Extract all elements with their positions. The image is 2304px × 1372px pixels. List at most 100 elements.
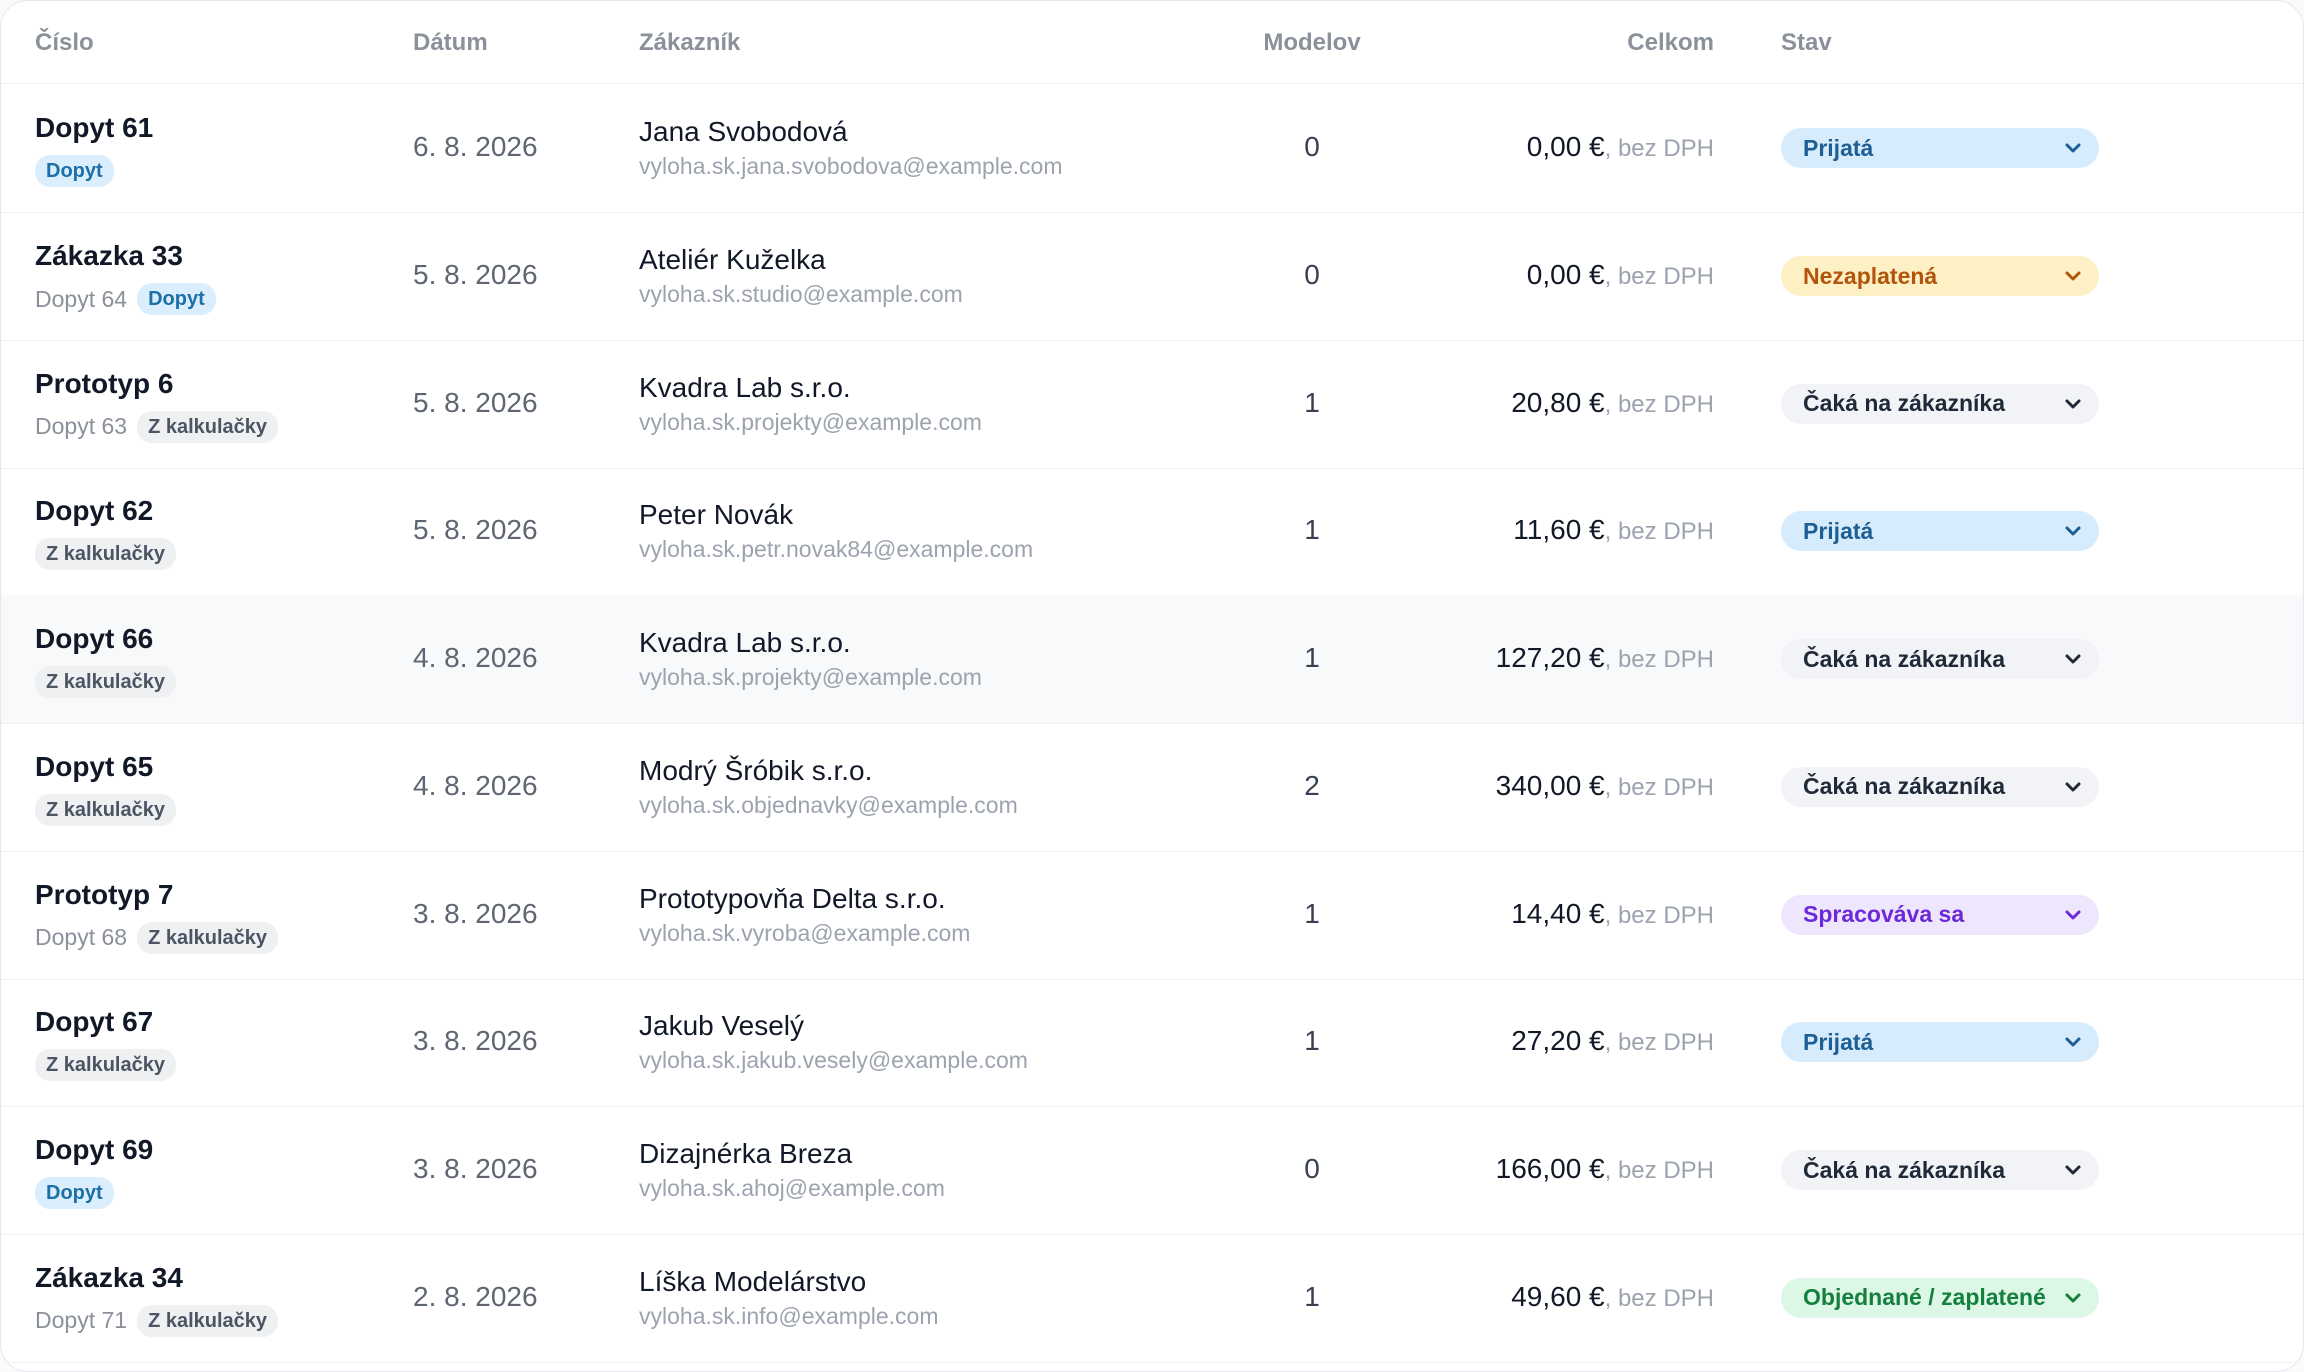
status-select[interactable]: Prijatá bbox=[1781, 511, 2099, 552]
customer-name: Peter Novák bbox=[639, 499, 794, 531]
total-amount: 0,00 € bbox=[1526, 259, 1605, 290]
table-header: Číslo Dátum Zákazník Modelov Celkom Stav bbox=[1, 1, 2303, 84]
chevron-down-icon bbox=[2063, 266, 2083, 286]
status-select[interactable]: Spracováva sa bbox=[1781, 894, 2099, 935]
order-meta: Dopyt bbox=[35, 154, 114, 188]
table-row[interactable]: Dopyt 67 Z kalkulačky 3. 8. 2026 Jakub V… bbox=[1, 978, 2303, 1108]
status-select[interactable]: Prijatá bbox=[1781, 1022, 2099, 1063]
order-date: 4. 8. 2026 bbox=[413, 642, 538, 674]
vat-note: , bez DPH bbox=[1604, 646, 1714, 674]
models-count: 1 bbox=[1304, 1025, 1320, 1057]
chevron-down-icon bbox=[2063, 1288, 2083, 1308]
order-total: 0,00 €, bez DPH bbox=[1527, 131, 1714, 163]
table-row[interactable]: Dopyt 62 Z kalkulačky 5. 8. 2026 Peter N… bbox=[1, 467, 2303, 597]
customer-name: Kvadra Lab s.r.o. bbox=[639, 627, 851, 659]
column-header-total[interactable]: Celkom bbox=[1627, 29, 1714, 56]
table-row[interactable]: Zákazka 33 Dopyt 64 Dopyt 5. 8. 2026 Ate… bbox=[1, 212, 2303, 341]
status-select[interactable]: Prijatá bbox=[1781, 128, 2099, 169]
order-total: 49,60 €, bez DPH bbox=[1511, 1281, 1714, 1313]
column-header-date[interactable]: Dátum bbox=[413, 29, 488, 56]
models-count: 2 bbox=[1304, 769, 1320, 801]
table-row[interactable]: Dopyt 65 Z kalkulačky 4. 8. 2026 Modrý Š… bbox=[1, 723, 2303, 852]
order-date: 5. 8. 2026 bbox=[413, 386, 538, 418]
customer-email: vyloha.sk.projekty@example.com bbox=[639, 408, 982, 435]
source-inquiry-ref: Dopyt 68 bbox=[35, 924, 128, 951]
total-amount: 340,00 € bbox=[1495, 769, 1605, 801]
status-select[interactable]: Čaká na zákazníka bbox=[1781, 383, 2099, 424]
table-row[interactable]: Dopyt 66 Z kalkulačky 4. 8. 2026 Kvadra … bbox=[1, 595, 2303, 725]
models-count: 1 bbox=[1304, 1280, 1320, 1312]
status-label: Prijatá bbox=[1803, 1028, 1874, 1055]
order-meta: Dopyt 64 Dopyt bbox=[35, 282, 216, 316]
table-row[interactable]: Dopyt 61 Dopyt 6. 8. 2026 Jana Svobodová… bbox=[1, 84, 2303, 214]
order-number[interactable]: Dopyt 66 bbox=[35, 623, 154, 655]
source-badge: Z kalkulačky bbox=[137, 921, 279, 954]
order-number[interactable]: Dopyt 61 bbox=[35, 112, 154, 144]
column-header-number[interactable]: Číslo bbox=[35, 29, 94, 56]
source-badge: Dopyt bbox=[35, 1177, 114, 1210]
column-header-models[interactable]: Modelov bbox=[1263, 29, 1361, 56]
status-select[interactable]: Nezaplatená bbox=[1781, 256, 2099, 296]
order-meta: Dopyt 68 Z kalkulačky bbox=[35, 921, 279, 955]
models-count: 0 bbox=[1304, 259, 1320, 290]
vat-note: , bez DPH bbox=[1604, 263, 1714, 290]
source-badge: Z kalkulačky bbox=[35, 1049, 176, 1082]
status-label: Nezaplatená bbox=[1803, 262, 1938, 289]
order-number[interactable]: Dopyt 69 bbox=[35, 1134, 154, 1166]
customer-name: Dizajnérka Breza bbox=[639, 1138, 853, 1170]
table-row[interactable]: Dopyt 69 Dopyt 3. 8. 2026 Dizajnérka Bre… bbox=[1, 1106, 2303, 1236]
chevron-down-icon bbox=[2063, 777, 2083, 797]
order-meta: Z kalkulačky bbox=[35, 1048, 176, 1082]
chevron-down-icon bbox=[2063, 1032, 2083, 1052]
order-meta: Z kalkulačky bbox=[35, 665, 176, 699]
customer-email: vyloha.sk.info@example.com bbox=[639, 1302, 939, 1329]
order-total: 340,00 €, bez DPH bbox=[1496, 770, 1714, 802]
customer-name: Kvadra Lab s.r.o. bbox=[639, 371, 851, 403]
total-amount: 166,00 € bbox=[1495, 1153, 1605, 1185]
order-total: 14,40 €, bez DPH bbox=[1511, 898, 1714, 930]
column-header-status[interactable]: Stav bbox=[1781, 29, 1832, 56]
vat-note: , bez DPH bbox=[1604, 135, 1714, 163]
status-select[interactable]: Čaká na zákazníka bbox=[1781, 766, 2099, 807]
customer-email: vyloha.sk.jakub.vesely@example.com bbox=[639, 1047, 1028, 1074]
order-date: 5. 8. 2026 bbox=[413, 514, 538, 546]
order-number[interactable]: Dopyt 67 bbox=[35, 1006, 154, 1038]
source-badge: Z kalkulačky bbox=[137, 1304, 279, 1337]
vat-note: , bez DPH bbox=[1604, 1284, 1714, 1312]
customer-name: Prototypovňa Delta s.r.o. bbox=[639, 882, 946, 914]
table-row[interactable]: Prototyp 6 Dopyt 63 Z kalkulačky 5. 8. 2… bbox=[1, 340, 2303, 469]
customer-name: Ateliér Kuželka bbox=[639, 244, 826, 275]
total-amount: 0,00 € bbox=[1526, 131, 1605, 163]
customer-email: vyloha.sk.jana.svobodova@example.com bbox=[639, 153, 1063, 180]
customer-name: Jakub Veselý bbox=[639, 1010, 804, 1042]
source-inquiry-ref: Dopyt 64 bbox=[35, 285, 128, 312]
order-number[interactable]: Zákazka 33 bbox=[35, 240, 183, 271]
status-select[interactable]: Objednané / zaplatené bbox=[1781, 1277, 2099, 1318]
table-row[interactable]: Prototyp 7 Dopyt 68 Z kalkulačky 3. 8. 2… bbox=[1, 851, 2303, 980]
order-number[interactable]: Prototyp 7 bbox=[35, 878, 174, 910]
source-badge: Dopyt bbox=[137, 283, 216, 315]
order-number[interactable]: Dopyt 62 bbox=[35, 495, 154, 527]
source-badge: Z kalkulačky bbox=[35, 538, 176, 571]
order-total: 166,00 €, bez DPH bbox=[1496, 1153, 1714, 1185]
total-amount: 20,80 € bbox=[1511, 386, 1605, 418]
customer-email: vyloha.sk.petr.novak84@example.com bbox=[639, 536, 1034, 563]
table-row[interactable]: Zákazka 34 Dopyt 71 Z kalkulačky 2. 8. 2… bbox=[1, 1234, 2303, 1363]
vat-note: , bez DPH bbox=[1604, 1029, 1714, 1057]
chevron-down-icon bbox=[2063, 138, 2083, 158]
source-inquiry-ref: Dopyt 63 bbox=[35, 413, 128, 440]
source-badge: Z kalkulačky bbox=[35, 793, 176, 826]
order-number[interactable]: Dopyt 65 bbox=[35, 750, 154, 782]
order-date: 6. 8. 2026 bbox=[413, 131, 538, 163]
order-number[interactable]: Zákazka 34 bbox=[35, 1261, 183, 1293]
order-number[interactable]: Prototyp 6 bbox=[35, 367, 174, 399]
models-count: 0 bbox=[1304, 1153, 1320, 1185]
total-amount: 11,60 € bbox=[1513, 514, 1605, 546]
status-select[interactable]: Čaká na zákazníka bbox=[1781, 639, 2099, 680]
status-select[interactable]: Čaká na zákazníka bbox=[1781, 1150, 2099, 1191]
order-total: 27,20 €, bez DPH bbox=[1511, 1025, 1714, 1057]
status-label: Čaká na zákazníka bbox=[1803, 390, 2006, 417]
column-header-customer[interactable]: Zákazník bbox=[639, 29, 741, 56]
models-count: 1 bbox=[1304, 514, 1320, 546]
customer-email: vyloha.sk.studio@example.com bbox=[639, 281, 963, 307]
